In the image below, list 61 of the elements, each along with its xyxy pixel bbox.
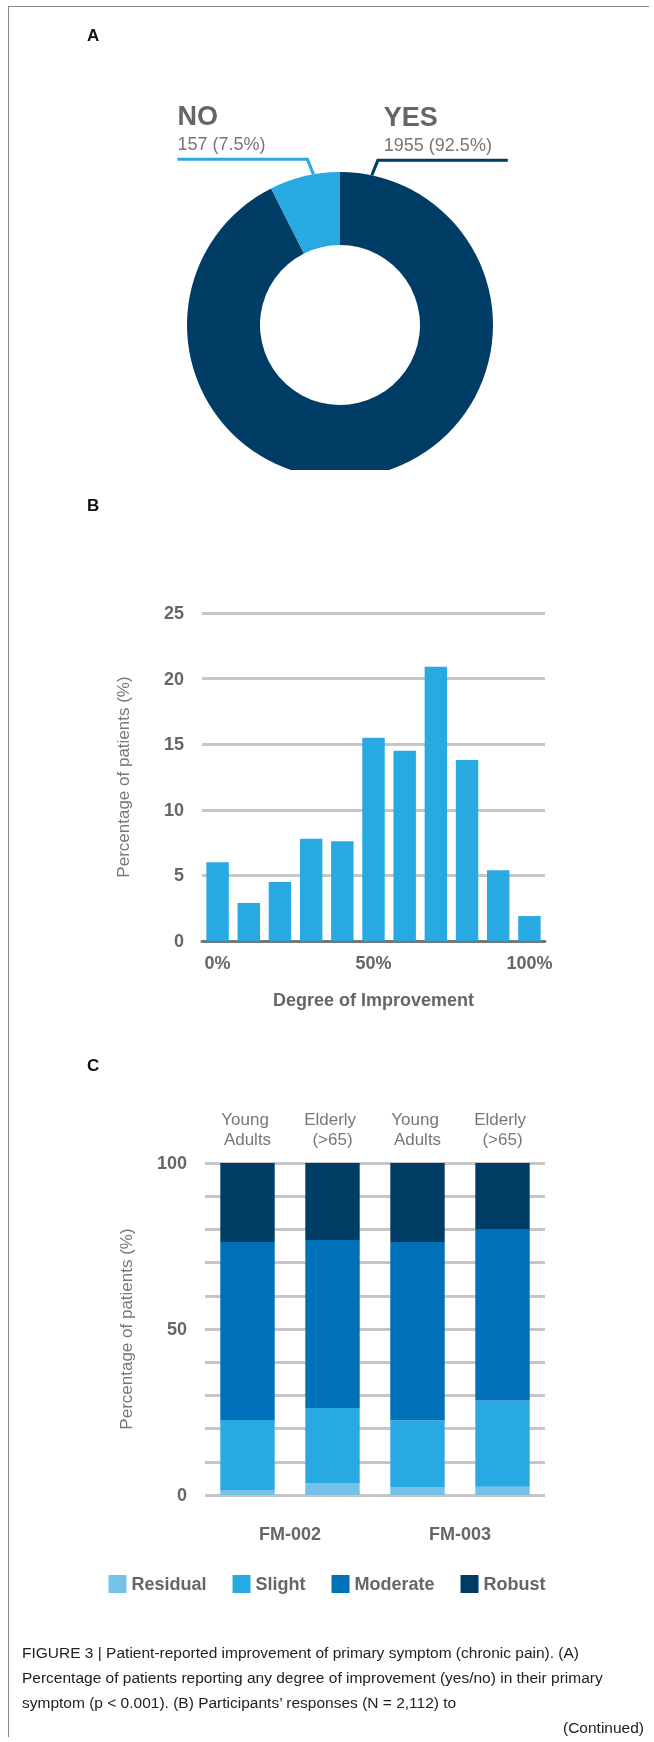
text: FM-003 [428,1524,492,1544]
bar [455,759,479,941]
data-label: 1955 (92.5%) [383,135,492,156]
x-tick-label: 50% [355,953,392,973]
bar [299,838,323,941]
legend-label: Moderate [354,1574,435,1594]
bar [206,862,229,941]
x-axis-title: Degree of Improvement [272,990,475,1010]
bar [331,841,354,941]
bar [305,1483,360,1495]
y-tick-label: 0 [176,1485,187,1505]
x-tick-label: Young Adults [221,1109,274,1149]
y-tick-label: 25 [163,603,184,623]
chart-title: B [87,496,100,515]
slice-label: NO [177,101,218,132]
x-tick-label: Young Adults [391,1109,444,1149]
chart-title: A [87,26,100,45]
y-tick-label: 50 [166,1319,187,1339]
text: FM-002 [258,1524,322,1544]
y-tick-label: 100 [156,1153,187,1173]
y-tick-label: 20 [163,668,184,689]
bar [220,1242,275,1420]
bar [362,737,385,941]
y-axis-title: Percentage of patients (%) [117,1228,136,1430]
y-axis-title: Percentage of patients (%) [114,676,133,878]
x-tick-label: 100% [506,953,553,973]
bar [237,902,260,941]
bar [305,1163,360,1241]
x-tick-label: 0% [204,953,231,973]
y-tick-label: 15 [163,734,184,755]
y-tick-label: 0 [173,931,184,951]
bar [518,916,541,941]
bar [487,870,510,941]
legend-label: Slight [255,1574,306,1594]
bar [390,1420,445,1488]
y-tick-label: 10 [163,799,184,820]
x-tick-label: Elderly (>65) [304,1109,361,1149]
chart-title: C [87,1056,100,1075]
bar [393,750,416,941]
bar [390,1487,445,1495]
text: (Continued) [562,1718,644,1738]
bar [220,1490,275,1495]
bar [475,1400,530,1487]
bar [424,666,448,941]
data-label: 157 (7.5%) [177,134,266,155]
y-tick-label: 5 [173,865,184,886]
caption: FIGURE 3 | Patient-reported improvement of primary symptom (chronic pain). (A) Percentage of patients reporting any degree of improvement (yes/no) in their primary symptom (p < 0.001). (B) Participants’ responses (N = 2,112) to [22,1643,604,1713]
bar [475,1163,530,1230]
bar [390,1242,445,1421]
bar [305,1408,360,1484]
bar [390,1163,445,1243]
bar [305,1240,360,1409]
bar [220,1419,275,1491]
bar [475,1486,530,1495]
bar [220,1163,275,1243]
slice-label: YES [383,102,438,133]
legend-label: Residual [131,1574,207,1594]
legend-label: Robust [483,1574,546,1594]
x-tick-label: Elderly (>65) [474,1109,531,1149]
bar [268,881,292,941]
bar [475,1229,530,1401]
